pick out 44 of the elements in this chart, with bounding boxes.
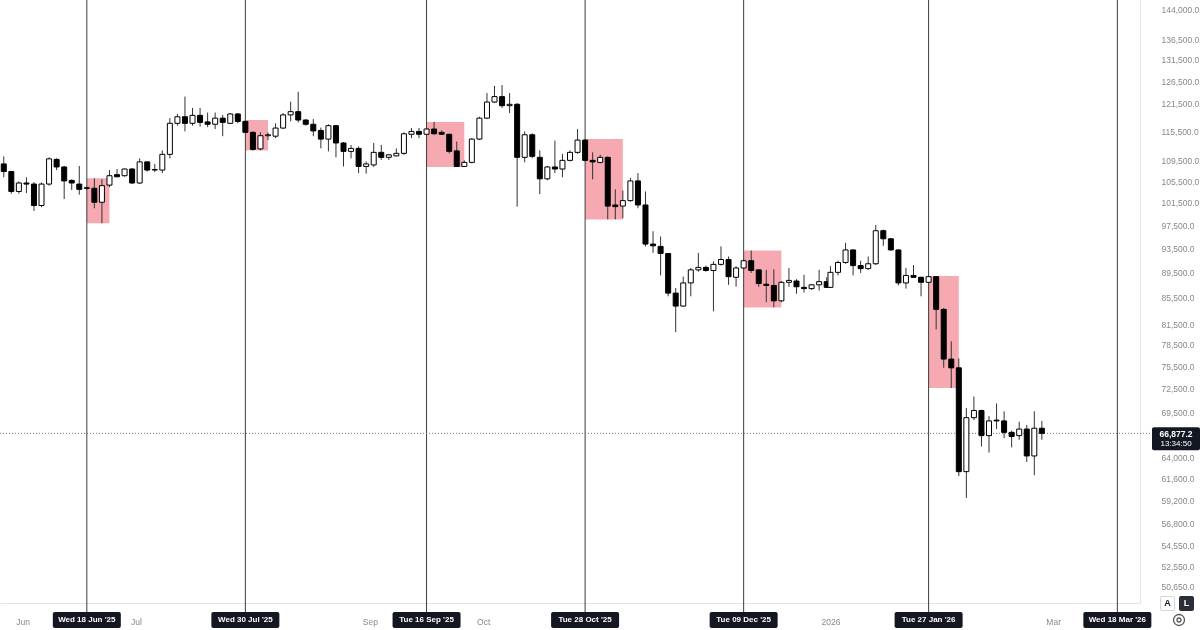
y-tick-label: 75,500.0	[1161, 361, 1195, 372]
y-tick-label: 54,550.0	[1161, 541, 1195, 552]
y-tick-label: 61,600.0	[1161, 474, 1195, 485]
ref-line-label: Tue 16 Sep '25	[399, 615, 455, 624]
ref-line-label: Tue 09 Dec '25	[716, 615, 772, 624]
y-tick-label: 109,500.0	[1161, 156, 1200, 167]
y-tick-label: 72,500.0	[1161, 384, 1195, 395]
ref-line-label: Wed 18 Mar '26	[1088, 615, 1147, 624]
y-tick-label: 97,500.0	[1161, 220, 1195, 231]
y-tick-label: 78,500.0	[1161, 340, 1195, 351]
y-tick-label: 131,500.0	[1161, 55, 1200, 66]
y-tick-label: 85,500.0	[1161, 293, 1195, 304]
ref-line-label: Tue 27 Jan '26	[901, 615, 957, 624]
y-tick-label: 56,800.0	[1161, 519, 1195, 530]
candlestick	[763, 269, 770, 303]
ref-line-label: Tue 28 Oct '25	[558, 615, 613, 624]
y-tick-label: 50,650.0	[1161, 582, 1195, 593]
candlestick	[1038, 420, 1045, 441]
x-tick-label: Jun	[16, 616, 31, 627]
ref-line-label: 66,877.2	[1159, 428, 1193, 439]
y-tick-label: 69,500.0	[1161, 407, 1195, 418]
y-tick-label: 105,500.0	[1161, 176, 1200, 187]
y-tick-label: 93,500.0	[1161, 243, 1195, 254]
y-tick-label: 52,550.0	[1161, 562, 1195, 573]
toggle-button: L	[1179, 596, 1194, 611]
y-tick-label: 101,500.0	[1161, 198, 1200, 209]
ref-line-label: Wed 30 Jul '25	[218, 615, 274, 624]
toggle-button: A	[1160, 596, 1175, 611]
y-tick-label: 64,000.0	[1161, 453, 1195, 464]
y-tick-label: 89,500.0	[1161, 267, 1195, 278]
x-tick-label: Jul	[130, 616, 142, 627]
y-tick-label: 115,500.0	[1161, 126, 1199, 137]
y-tick-label: 126,500.0	[1161, 76, 1200, 87]
y-tick-label: 81,500.0	[1161, 319, 1195, 330]
x-tick-label: Oct	[477, 616, 491, 627]
x-tick-label: 2026	[821, 616, 841, 627]
y-tick-label: 121,500.0	[1161, 98, 1200, 109]
x-tick-label: Mar	[1046, 616, 1062, 627]
x-tick-label: Sep	[362, 616, 379, 627]
text: 13:34:50	[1160, 439, 1193, 449]
y-tick-label: 144,000.0	[1161, 5, 1200, 16]
y-tick-label: 136,500.0	[1161, 34, 1200, 45]
y-tick-label: 59,200.0	[1161, 496, 1195, 507]
ref-line-label: Wed 18 Jun '25	[58, 615, 117, 624]
